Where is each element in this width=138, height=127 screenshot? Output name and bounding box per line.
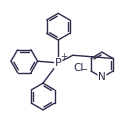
Text: N: N: [98, 72, 106, 82]
Text: Cl: Cl: [74, 63, 84, 73]
Text: +: +: [60, 52, 67, 61]
Text: P: P: [55, 58, 62, 68]
Text: −: −: [80, 65, 87, 74]
